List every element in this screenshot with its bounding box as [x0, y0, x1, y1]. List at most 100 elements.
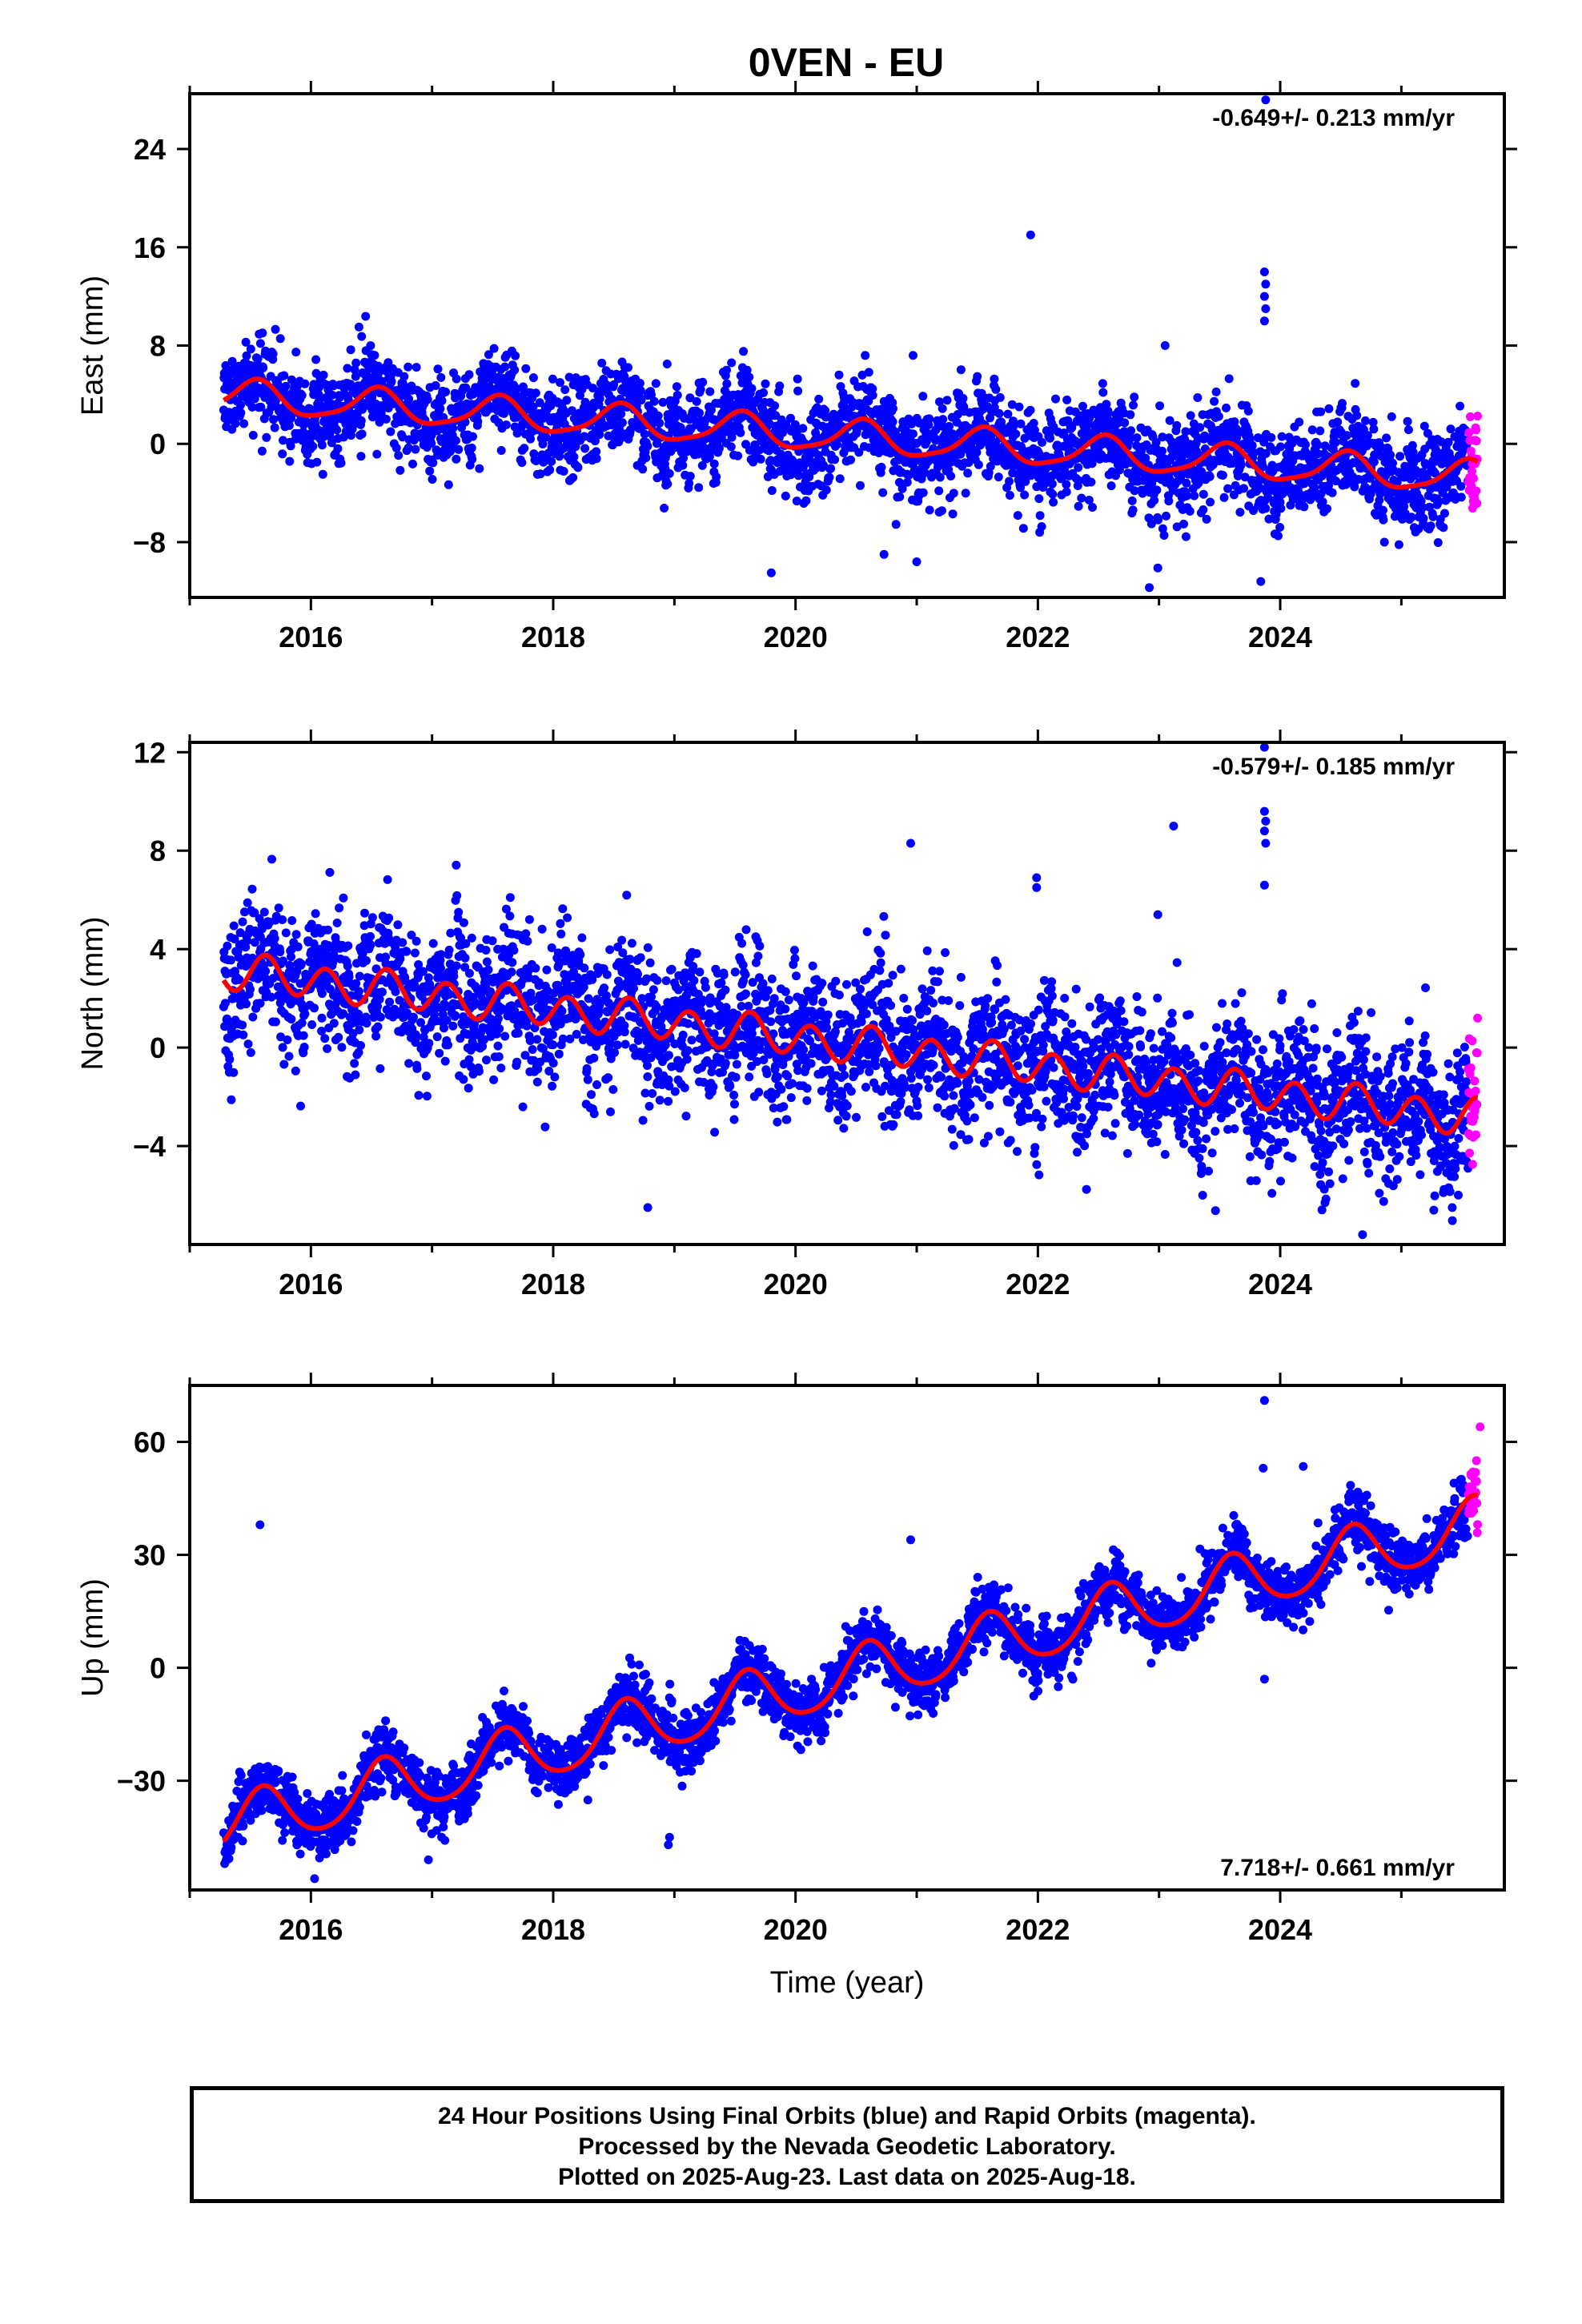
data-point	[733, 451, 743, 460]
data-point	[1098, 379, 1107, 388]
data-point	[1218, 471, 1227, 480]
data-point	[949, 489, 958, 498]
data-point	[592, 454, 601, 464]
data-point	[452, 454, 461, 464]
data-point	[1085, 413, 1094, 423]
data-point	[1472, 425, 1480, 435]
data-point	[1363, 431, 1372, 440]
data-point	[1202, 514, 1211, 524]
data-point	[1186, 411, 1195, 420]
data-point	[792, 497, 801, 506]
data-point	[230, 935, 239, 943]
data-point	[714, 444, 724, 453]
data-point	[1046, 433, 1054, 443]
outlier-point	[1145, 583, 1154, 593]
data-point	[375, 417, 384, 427]
data-point	[660, 504, 669, 513]
data-point	[616, 433, 625, 443]
data-point	[640, 429, 649, 439]
data-point	[1320, 441, 1330, 451]
data-point	[431, 381, 440, 390]
data-point	[557, 1007, 567, 1015]
data-point	[512, 1057, 522, 1067]
data-point	[496, 1063, 506, 1073]
data-point	[1456, 493, 1466, 502]
chart-title: 0VEN - EU	[749, 40, 945, 85]
data-point	[605, 945, 615, 955]
data-point	[291, 930, 301, 939]
data-point	[856, 480, 865, 490]
data-point	[990, 374, 999, 384]
data-point	[518, 1102, 528, 1112]
data-point	[510, 365, 520, 375]
data-point	[312, 457, 322, 467]
data-point	[1472, 486, 1481, 496]
data-point	[481, 946, 491, 955]
data-point	[857, 370, 867, 380]
data-point	[1195, 423, 1205, 432]
data-point	[1274, 531, 1283, 541]
data-point	[1193, 393, 1203, 402]
data-point	[377, 987, 387, 997]
data-point	[759, 388, 768, 397]
data-point	[1433, 538, 1443, 547]
data-point	[672, 382, 681, 392]
data-point	[1165, 416, 1174, 425]
data-point	[394, 451, 404, 460]
data-point	[381, 414, 391, 424]
data-point	[247, 402, 257, 412]
data-point	[682, 1055, 692, 1064]
data-point	[587, 1090, 596, 1100]
data-point	[414, 1091, 424, 1100]
data-point	[1407, 513, 1416, 522]
data-point	[643, 1072, 652, 1081]
data-point	[375, 1012, 385, 1022]
data-point	[1276, 504, 1286, 513]
data-point	[240, 907, 249, 917]
data-point	[685, 472, 695, 481]
data-point	[645, 958, 655, 967]
data-point	[1352, 411, 1362, 420]
data-point	[694, 483, 704, 493]
data-point	[1034, 494, 1044, 504]
data-point	[606, 1107, 615, 1116]
data-point	[620, 1039, 630, 1049]
data-point	[541, 432, 551, 442]
data-point	[468, 432, 477, 441]
data-point	[1423, 428, 1432, 438]
data-point	[508, 958, 517, 967]
data-point	[683, 1019, 693, 1028]
data-point	[398, 938, 408, 947]
data-point	[1062, 480, 1071, 489]
data-point	[318, 469, 327, 479]
data-point	[1382, 433, 1391, 443]
data-point	[1158, 524, 1167, 533]
data-point	[521, 929, 531, 939]
data-point	[323, 1044, 332, 1053]
data-point	[444, 945, 454, 955]
data-point	[493, 1041, 503, 1051]
data-point	[464, 370, 474, 380]
data-point	[1155, 401, 1165, 411]
data-point	[435, 1048, 444, 1058]
data-point	[412, 1033, 421, 1043]
data-point	[259, 363, 268, 372]
data-point	[423, 395, 432, 404]
data-point	[327, 390, 337, 400]
data-point	[440, 1023, 448, 1033]
data-point	[250, 938, 259, 947]
data-point	[332, 919, 342, 927]
data-point	[242, 351, 251, 360]
data-point	[1158, 446, 1166, 456]
data-point	[1301, 440, 1310, 449]
data-point	[945, 422, 954, 431]
data-point	[864, 368, 873, 377]
data-point	[1434, 497, 1443, 506]
data-point	[1146, 519, 1156, 529]
data-point	[275, 334, 285, 344]
data-point	[253, 974, 263, 983]
data-point	[229, 1068, 239, 1077]
data-point	[542, 965, 552, 975]
data-point	[636, 386, 645, 396]
